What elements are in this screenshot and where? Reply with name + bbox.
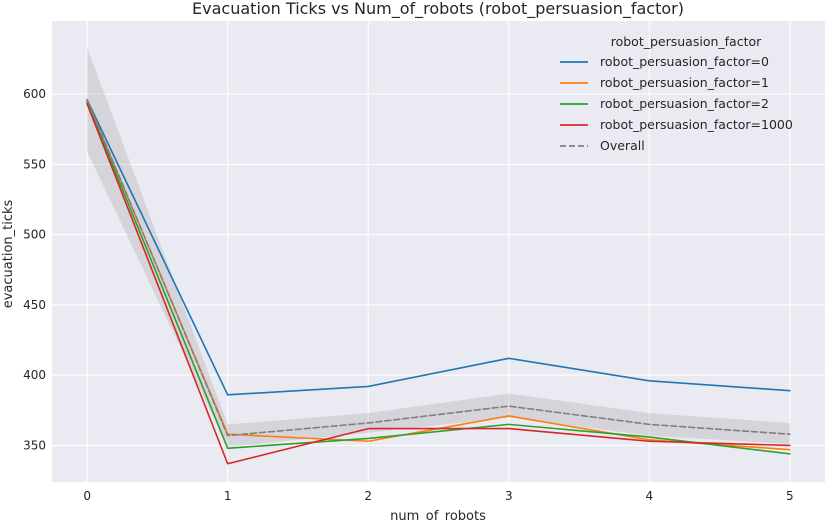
legend-entry: robot_persuasion_factor=1	[600, 75, 769, 90]
legend-entry: robot_persuasion_factor=1000	[600, 117, 793, 132]
chart-title: Evacuation Ticks vs Num_of_robots (robot…	[192, 0, 684, 19]
y-tick-label: 450	[23, 298, 46, 312]
y-tick-labels: 350 400 450 500 550 600	[23, 87, 46, 452]
series-line-robot-persuasion-factor-2	[86, 101, 791, 455]
y-tick-label: 500	[23, 228, 46, 242]
x-tick-label: 2	[364, 489, 372, 503]
legend-entry: robot_persuasion_factor=0	[600, 54, 769, 69]
legend: robot_persuasion_factor robot_persuasion…	[560, 34, 793, 153]
series-line-robot-persuasion-factor-1000	[86, 103, 791, 465]
x-axis-label: num_of_robots	[390, 509, 486, 522]
x-tick-label: 5	[786, 489, 794, 503]
grid	[52, 21, 825, 482]
legend-entry: robot_persuasion_factor=2	[600, 96, 769, 111]
legend-entry: Overall	[600, 138, 645, 153]
plot-background	[52, 21, 825, 482]
x-tick-label: 4	[645, 489, 653, 503]
y-tick-label: 600	[23, 87, 46, 101]
series-lines	[86, 98, 791, 465]
legend-title: robot_persuasion_factor	[611, 34, 762, 49]
x-tick-labels: 0 1 2 3 4 5	[83, 489, 793, 503]
y-tick-label: 550	[23, 157, 46, 171]
series-line-overall	[86, 98, 791, 437]
y-tick-label: 350	[23, 438, 46, 452]
y-axis-label: evacuation_ticks	[1, 199, 16, 308]
x-tick-label: 1	[224, 489, 232, 503]
x-tick-label: 3	[505, 489, 513, 503]
series-line-robot-persuasion-factor-0	[86, 98, 791, 396]
y-tick-label: 400	[23, 368, 46, 382]
x-tick-label: 0	[83, 489, 91, 503]
